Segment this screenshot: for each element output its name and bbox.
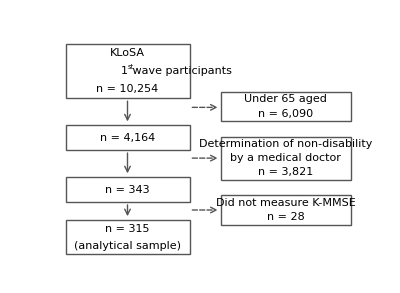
Text: n = 28: n = 28 [267,212,304,222]
Text: KLoSA: KLoSA [110,48,145,58]
Text: n = 343: n = 343 [105,185,150,195]
Text: Determination of non-disability: Determination of non-disability [199,139,372,149]
FancyBboxPatch shape [66,177,190,202]
FancyBboxPatch shape [66,125,190,150]
Text: n = 10,254: n = 10,254 [96,84,159,94]
FancyBboxPatch shape [66,220,190,254]
Text: by a medical doctor: by a medical doctor [230,153,341,163]
Text: 1: 1 [120,66,128,76]
Text: wave participants: wave participants [129,66,232,76]
FancyBboxPatch shape [220,92,351,121]
FancyBboxPatch shape [66,44,190,98]
Text: n = 4,164: n = 4,164 [100,133,155,143]
FancyBboxPatch shape [220,137,351,180]
Text: n = 315: n = 315 [105,224,150,234]
Text: n = 3,821: n = 3,821 [258,167,313,177]
FancyBboxPatch shape [220,195,351,225]
Text: n = 6,090: n = 6,090 [258,109,313,119]
Text: Did not measure K-MMSE: Did not measure K-MMSE [216,198,356,208]
Text: st: st [128,64,134,71]
Text: Under 65 aged: Under 65 aged [244,94,327,104]
Text: (analytical sample): (analytical sample) [74,241,181,251]
